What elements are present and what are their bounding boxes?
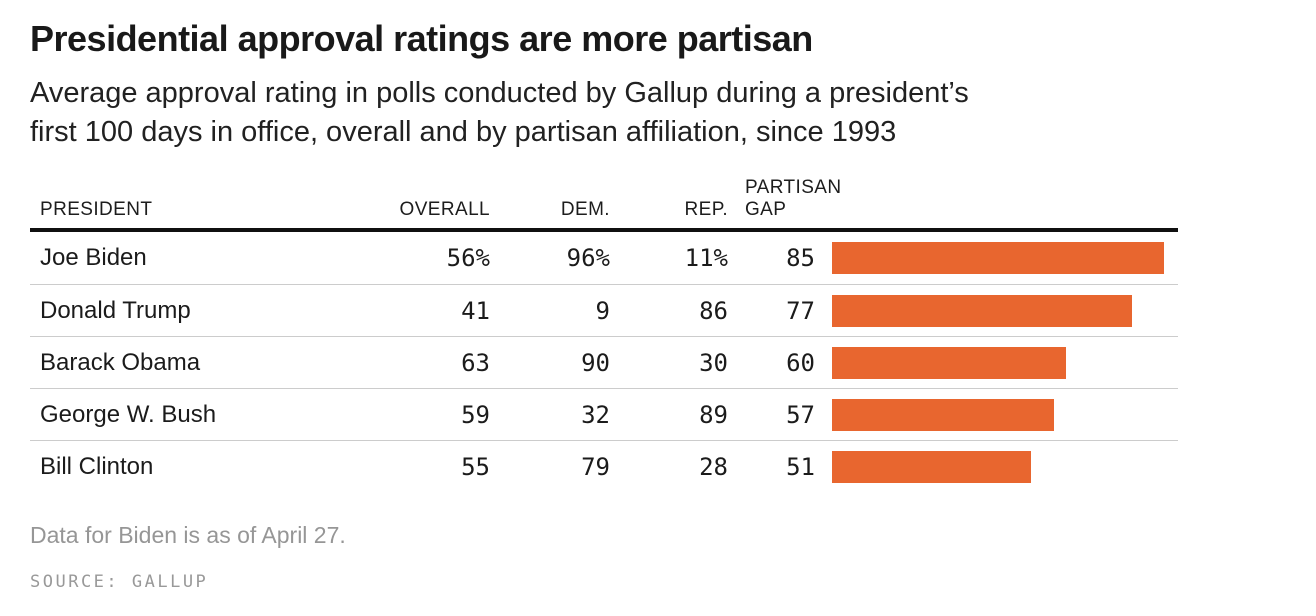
rep-value: 86 [699, 296, 728, 325]
gap-bar [832, 294, 1133, 327]
gap-bar [832, 450, 1031, 483]
president-name: Joe Biden [40, 244, 147, 271]
gap-bar-track [832, 337, 1178, 388]
chart-subtitle: Average approval rating in polls conduct… [30, 74, 969, 152]
president-name: Donald Trump [40, 296, 191, 324]
gap-bar-track [832, 285, 1178, 336]
subtitle-line-1: Average approval rating in polls conduct… [30, 77, 969, 109]
gap-bar-track [832, 389, 1178, 440]
table-row: Bill Clinton 55 79 28 51 [30, 440, 1178, 492]
gap-bar [832, 346, 1066, 379]
gap-bar [832, 242, 1164, 274]
table-row: Donald Trump 41 9 86 77 [30, 284, 1178, 336]
rep-value: 89 [699, 400, 728, 429]
gap-bar-track [832, 441, 1178, 492]
gap-value: 57 [786, 400, 815, 429]
table-row: George W. Bush 59 32 89 57 [30, 388, 1178, 440]
rep-value: 28 [699, 452, 728, 481]
overall-value: 59 [461, 400, 490, 429]
dem-value: 9 [595, 296, 610, 325]
gap-value: 77 [786, 296, 815, 325]
gap-bar [832, 398, 1055, 431]
table-header-row: PRESIDENT OVERALL DEM. REP. PARTISAN GAP [30, 177, 1178, 232]
footnote: Data for Biden is as of April 27. [30, 522, 346, 548]
column-header-dem: DEM. [560, 199, 610, 220]
approval-table: PRESIDENT OVERALL DEM. REP. PARTISAN GAP… [30, 177, 1178, 492]
overall-value: 55 [461, 452, 490, 481]
dem-value: 79 [581, 452, 610, 481]
subtitle-line-2: first 100 days in office, overall and by… [30, 116, 897, 148]
source-credit: SOURCE: GALLUP [30, 572, 209, 592]
gap-value: 51 [786, 452, 815, 481]
dem-value: 96% [566, 244, 610, 272]
rep-value: 11% [684, 244, 728, 272]
table-row: Joe Biden 56% 96% 11% 85 [30, 232, 1178, 284]
president-name: Barack Obama [40, 348, 201, 376]
president-name: George W. Bush [40, 400, 217, 428]
column-header-overall: OVERALL [399, 199, 490, 220]
overall-value: 41 [461, 296, 490, 325]
rep-value: 30 [699, 348, 728, 377]
table-row: Barack Obama 63 90 30 60 [30, 336, 1178, 388]
dem-value: 32 [581, 400, 610, 429]
gap-value: 60 [786, 348, 815, 377]
column-header-president: PRESIDENT [40, 199, 153, 220]
column-header-partisan-gap: PARTISAN GAP [745, 177, 842, 220]
overall-value: 63 [461, 348, 490, 377]
chart-title: Presidential approval ratings are more p… [30, 18, 813, 59]
dem-value: 90 [581, 348, 610, 377]
president-name: Bill Clinton [40, 452, 154, 480]
gap-bar-track [832, 232, 1178, 284]
overall-value: 56% [446, 244, 490, 272]
column-header-rep: REP. [684, 199, 728, 220]
gap-value: 85 [786, 244, 815, 272]
